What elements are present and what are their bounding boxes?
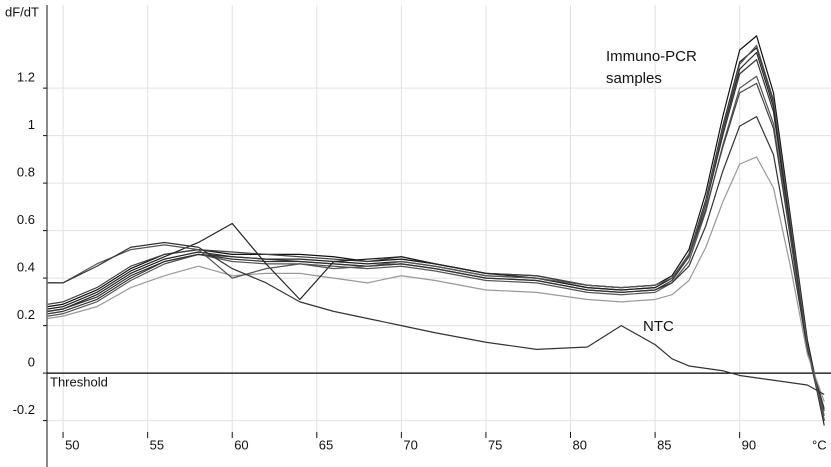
- x-tick-label: 75: [488, 437, 502, 452]
- y-tick-label: -0.2: [13, 402, 35, 417]
- curve: [47, 116, 825, 409]
- x-tick-label: 65: [319, 437, 333, 452]
- y-axis-label: dF/dT: [5, 4, 39, 19]
- x-tick-label: 50: [65, 437, 79, 452]
- threshold-label: Threshold: [50, 374, 108, 389]
- y-tick-label: 0: [28, 355, 35, 370]
- annotation: samples: [606, 70, 662, 87]
- x-axis-label: °C: [812, 437, 827, 452]
- y-tick-label: 0.6: [17, 212, 35, 227]
- curve: [47, 241, 825, 396]
- curve: [47, 156, 825, 402]
- x-tick-label: 55: [150, 437, 164, 452]
- y-tick-label: 0.2: [17, 307, 35, 322]
- x-tick-label: 60: [234, 437, 248, 452]
- curve: [47, 75, 825, 416]
- annotation: NTC: [643, 318, 674, 335]
- y-tick-label: 0.8: [17, 165, 35, 180]
- x-tick-label: 85: [657, 437, 671, 452]
- x-tick-label: 80: [573, 437, 587, 452]
- curve: [47, 82, 825, 412]
- y-tick-label: 1.2: [17, 70, 35, 85]
- curve: [47, 44, 825, 421]
- y-tick-label: 1: [28, 117, 35, 132]
- x-tick-label: 90: [742, 437, 756, 452]
- curve: [47, 51, 825, 421]
- annotation: Immuno-PCR: [606, 48, 697, 65]
- x-tick-label: 70: [403, 437, 417, 452]
- y-tick-label: 0.4: [17, 260, 35, 275]
